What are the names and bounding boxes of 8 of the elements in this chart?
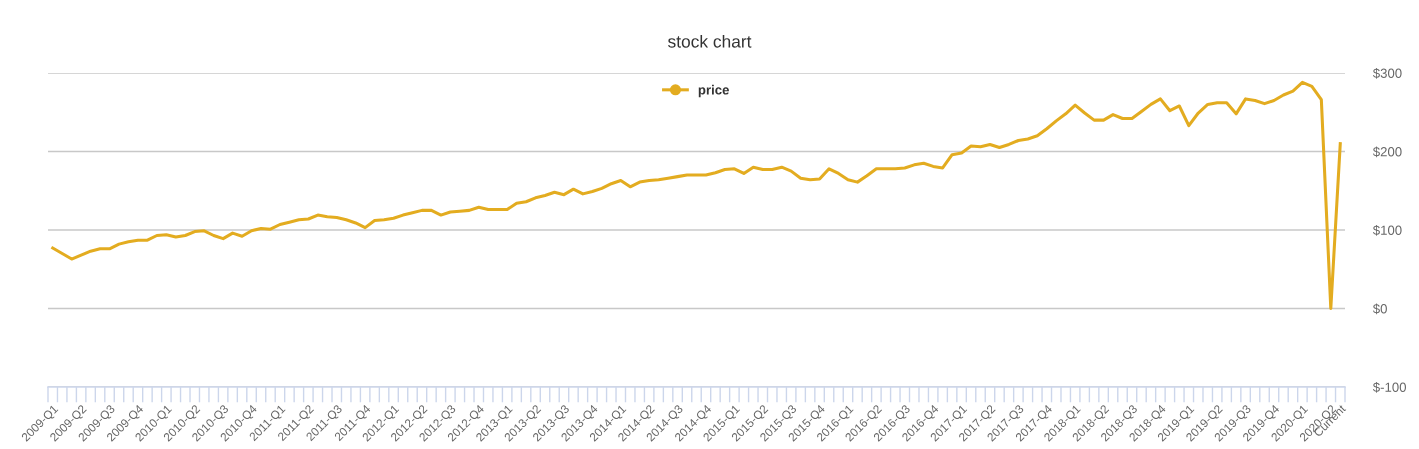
y-tick-label: $200 [1372,146,1402,158]
y-tick-label: $0 [1372,303,1387,315]
y-tick-label: $-100 [1372,382,1407,393]
y-tick-label: $100 [1372,225,1402,236]
chart-title: stock chart [668,34,752,48]
y-tick-label: $300 [1372,68,1402,79]
legend-label: price [698,84,729,98]
line-series [51,80,1342,311]
